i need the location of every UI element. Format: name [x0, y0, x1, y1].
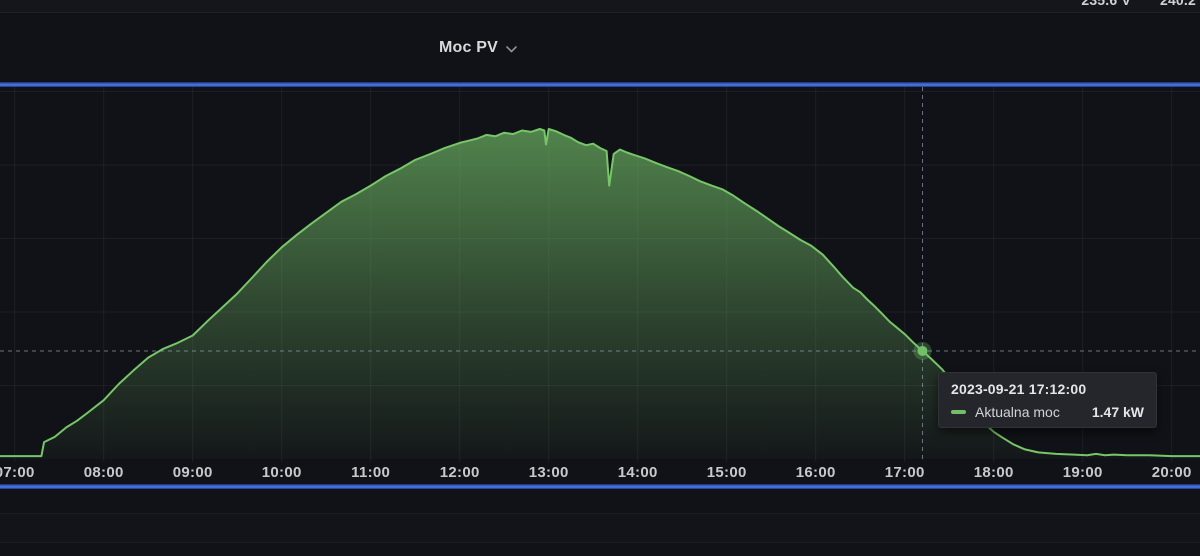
- top-panel-edge: 235.6 V 240.2: [0, 0, 1200, 13]
- x-tick-label: 13:00: [528, 464, 569, 481]
- x-tick-label: 11:00: [351, 464, 391, 481]
- accent-rule-top: [0, 82, 1200, 87]
- x-axis: 07:00 08:00 09:00 10:00 11:00 12:00 13:00 14:00…: [0, 462, 1200, 484]
- tooltip-series-label: Aktualna moc: [975, 404, 1060, 420]
- panel-header: Moc PV: [0, 13, 1200, 82]
- x-tick-label: 08:00: [83, 464, 124, 481]
- tooltip-timestamp: 2023-09-21 17:12:00: [951, 381, 1087, 397]
- chevron-down-icon: [506, 45, 517, 53]
- panel-separator: [0, 513, 1200, 514]
- x-tick-label: 10:00: [261, 464, 302, 481]
- bottom-panels-edge: [0, 489, 1200, 556]
- x-tick-label: 19:00: [1062, 464, 1103, 481]
- voltage-stat-left: 235.6 V: [1081, 0, 1131, 8]
- hovered-point-marker: [913, 341, 932, 360]
- x-tick-label: 20:00: [1151, 464, 1192, 481]
- crosshair: [0, 87, 1200, 462]
- x-tick-label: 07:00: [0, 464, 35, 481]
- pv-power-chart[interactable]: [0, 87, 1200, 462]
- panel-band: [0, 514, 1200, 542]
- tooltip-value: 1.47 kW: [1091, 404, 1144, 420]
- accent-rule-bottom: [0, 484, 1200, 489]
- voltage-stat-right: 240.2: [1159, 0, 1196, 8]
- x-tick-label: 17:00: [884, 464, 925, 481]
- panel-title: Moc PV: [439, 38, 498, 56]
- x-tick-label: 18:00: [973, 464, 1014, 481]
- panel-title-menu[interactable]: Moc PV: [439, 39, 517, 57]
- x-tick-label: 14:00: [617, 464, 658, 481]
- x-tick-label: 15:00: [706, 464, 747, 481]
- area-fill: [0, 129, 1200, 459]
- x-tick-label: 16:00: [795, 464, 836, 481]
- x-tick-label: 09:00: [172, 464, 213, 481]
- panel-separator: [0, 542, 1200, 543]
- chart-tooltip: 2023-09-21 17:12:00 Aktualna moc 1.47 kW: [938, 372, 1157, 428]
- x-tick-label: 12:00: [439, 464, 480, 481]
- series-color-swatch-icon: [951, 410, 966, 414]
